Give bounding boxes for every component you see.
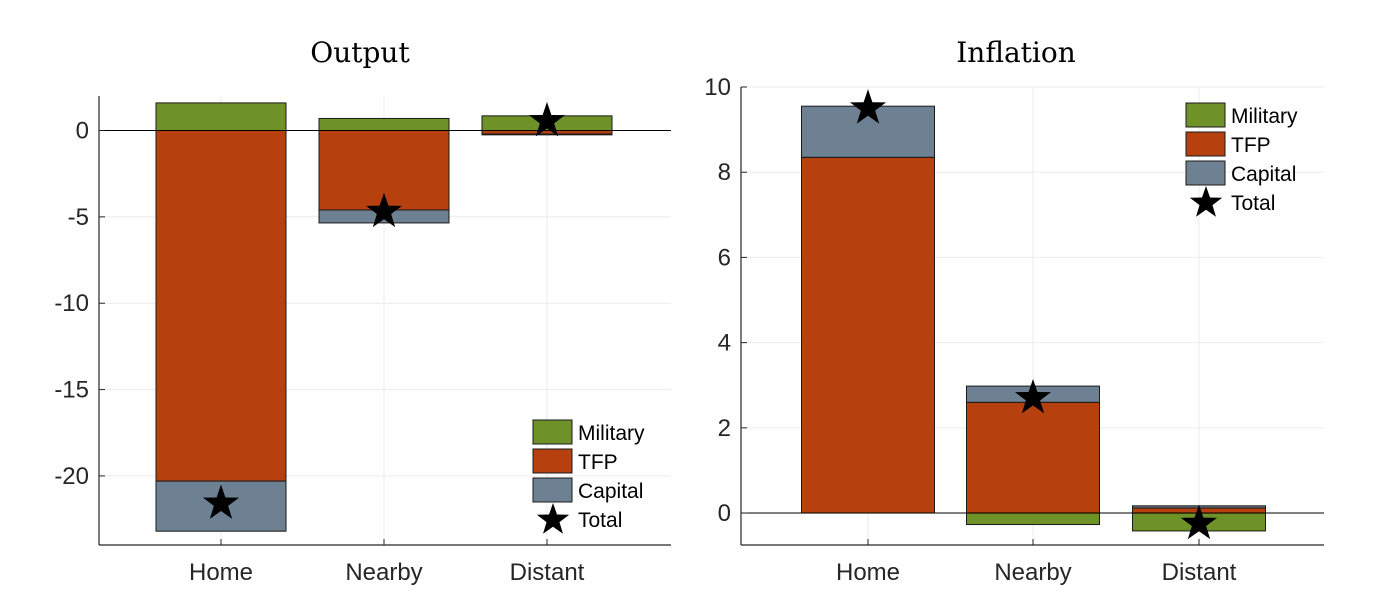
y-tick-label: 4	[718, 330, 731, 357]
legend-label: Military	[1231, 105, 1298, 128]
legend: Military TFP Capital Total	[532, 419, 645, 534]
y-tick-label: 0	[718, 500, 731, 527]
legend-swatch-military	[1185, 102, 1226, 128]
bar-tfp-distant	[481, 130, 613, 135]
x-tick-label: Nearby	[994, 559, 1071, 586]
x-tick-label: Distant	[510, 559, 585, 586]
chart-title: Output	[310, 36, 410, 69]
legend-label: Total	[1231, 192, 1275, 215]
bar-tfp-home	[155, 130, 287, 482]
legend-swatch-capital	[532, 477, 573, 503]
legend-swatch-tfp	[532, 448, 573, 474]
legend-label: TFP	[1231, 134, 1271, 157]
bar-tfp-nearby	[966, 401, 1100, 514]
legend-label: Capital	[1231, 163, 1296, 186]
y-tick-label: -10	[54, 290, 89, 317]
legend: Military TFP Capital Total	[1185, 102, 1298, 217]
x-tick-label: Nearby	[345, 559, 422, 586]
legend-swatch-military	[532, 419, 573, 445]
legend-total-star-icon	[1189, 186, 1223, 217]
y-tick-label: 10	[704, 74, 731, 101]
y-tick-label: -5	[68, 204, 89, 231]
total-marker-distant	[1180, 504, 1218, 540]
total-marker-nearby	[365, 192, 403, 228]
y-tick-label: 0	[76, 118, 89, 145]
bar-capital-distant	[481, 133, 613, 136]
bar-tfp-home	[801, 156, 935, 514]
legend-total-star-icon	[536, 503, 570, 534]
legend-label: Capital	[578, 480, 643, 503]
x-tick-label: Home	[189, 559, 253, 586]
total-marker-distant	[528, 102, 566, 137]
bar-military-home	[155, 102, 287, 132]
y-tick-label: -15	[54, 377, 89, 404]
inflation-chart-panel: Inflation 10 8 6 4 2 0 Home Nearby Distant Milita…	[704, 36, 1324, 586]
total-marker-home	[849, 89, 887, 124]
total-marker-nearby	[1014, 379, 1052, 414]
x-tick-label: Distant	[1162, 559, 1237, 586]
y-tick-label: -20	[54, 463, 89, 490]
y-tick-label: 8	[718, 159, 731, 186]
chart-title: Inflation	[956, 36, 1076, 69]
y-tick-label: 2	[718, 415, 731, 442]
bar-military-nearby	[318, 117, 450, 132]
output-chart-panel: Output 0 -5 -10 -15 -20 Home Nearby Distant Mili…	[54, 36, 671, 586]
legend-swatch-capital	[1185, 160, 1226, 186]
legend-label: Military	[578, 422, 645, 445]
legend-label: Total	[578, 509, 622, 532]
legend-label: TFP	[578, 451, 618, 474]
legend-swatch-tfp	[1185, 131, 1226, 157]
total-marker-home	[202, 484, 240, 519]
y-tick-label: 6	[718, 244, 731, 271]
x-tick-label: Home	[836, 559, 900, 586]
bar-military-nearby	[966, 512, 1100, 526]
